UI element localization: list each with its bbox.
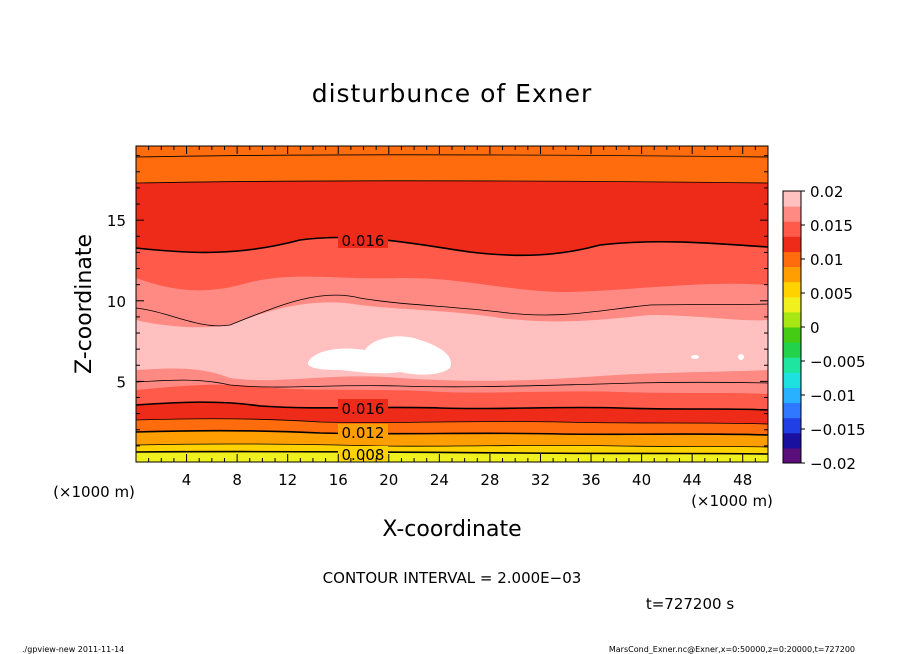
contour-line [136,294,768,327]
footer-left: ./gpview-new 2011-11-14 [22,645,124,654]
colorbar-tick-label: −0.01 [810,387,856,405]
contour-interval-note: CONTOUR INTERVAL = 2.000E−03 [323,569,582,587]
contour-line [136,180,768,184]
contour-line [136,401,768,411]
colorbar-swatch [783,281,801,298]
colorbar-swatch [783,266,801,283]
x-tick-label: 28 [480,471,499,489]
y-tick-label: 15 [107,212,126,230]
colorbar-swatch [783,447,801,464]
time-label: t=727200 s [646,595,734,613]
x-tick-label: 40 [632,471,651,489]
contour-label-bg [338,424,388,440]
colorbar-swatch [783,357,801,373]
colorbar-tick-label: 0.01 [810,251,843,269]
colorbar-swatch [783,236,801,252]
contour-label: 0.016 [342,232,385,250]
x-axis-ticks: 4 8 12 16 20 24 28 32 36 40 44 48 [148,146,756,489]
contour-line [136,418,768,425]
contour-label-bg [338,446,388,461]
footer-right: MarsCond_Exner.nc@Exner,x=0:50000,z=0:20… [609,645,855,654]
colorbar-tick-label: −0.005 [810,353,866,371]
colorbar-tick-label: 0.005 [810,285,853,303]
contour-label: 0.012 [342,424,385,442]
white-spot-1 [691,355,699,359]
colorbar-tick-label: 0.02 [810,183,843,201]
colorbar-swatch [783,387,801,404]
colorbar-tick-label: −0.02 [810,455,856,473]
y-tick-label: 10 [107,293,126,311]
contour-labels: 0.016 0.016 0.012 0.008 [338,231,388,464]
colorbar-swatch [783,417,801,434]
x-tick-label: 44 [683,471,702,489]
y-tick-label: 5 [116,373,126,391]
x-tick-label: 48 [733,471,752,489]
colorbar-swatch [783,296,801,313]
white-core [307,336,451,375]
contour-line [136,450,768,455]
contour-label-bg [338,399,388,416]
colorbar-frame [782,190,802,464]
x-axis-label: X-coordinate [382,517,521,542]
contour-line [136,443,768,448]
white-spot-2 [738,354,744,360]
x-tick-label: 36 [581,471,600,489]
contour-label: 0.008 [342,446,385,464]
colorbar-swatch [783,191,801,207]
colorbar-swatch [783,327,801,343]
contour-line [136,236,768,257]
contour-line [136,154,768,158]
colorbar-tick-label: 0 [810,319,820,337]
colorbar-tick-label: −0.015 [810,421,866,439]
contour-label-bg [338,231,388,248]
x-tick-label: 24 [430,471,449,489]
y-axis-label: Z-coordinate [72,234,97,374]
colorbar-swatch [783,342,801,358]
x-tick-label: 8 [232,471,242,489]
x-tick-label: 20 [379,471,398,489]
y-axis-ticks: 5 10 15 [107,155,768,447]
colorbar-tick-label: 0.015 [810,217,853,235]
x-unit-right: (×1000 m) [691,492,773,510]
contour-label: 0.016 [342,400,385,418]
contour-lines [136,154,768,455]
x-unit-left: (×1000 m) [53,483,135,501]
colorbar-swatch [783,311,801,328]
contour-line [136,379,768,388]
colorbar-swatch [783,372,801,388]
contour-line [136,429,768,436]
x-tick-label: 32 [531,471,550,489]
colorbar-swatch [783,221,801,237]
colorbar-swatch [783,251,801,268]
x-tick-label: 12 [278,471,297,489]
x-tick-label: 4 [182,471,192,489]
contour-fill: 0.016 0.016 0.012 0.008 [136,146,768,464]
colorbar: 0.02 0.015 0.01 0.005 0 −0.005 −0.01 −0.015 −0.0… [783,183,866,473]
colorbar-swatch [783,206,801,222]
x-tick-label: 16 [329,471,348,489]
colorbar-swatch [783,432,801,449]
colorbar-swatch [783,402,801,419]
chart-title: disturbunce of Exner [312,79,593,108]
